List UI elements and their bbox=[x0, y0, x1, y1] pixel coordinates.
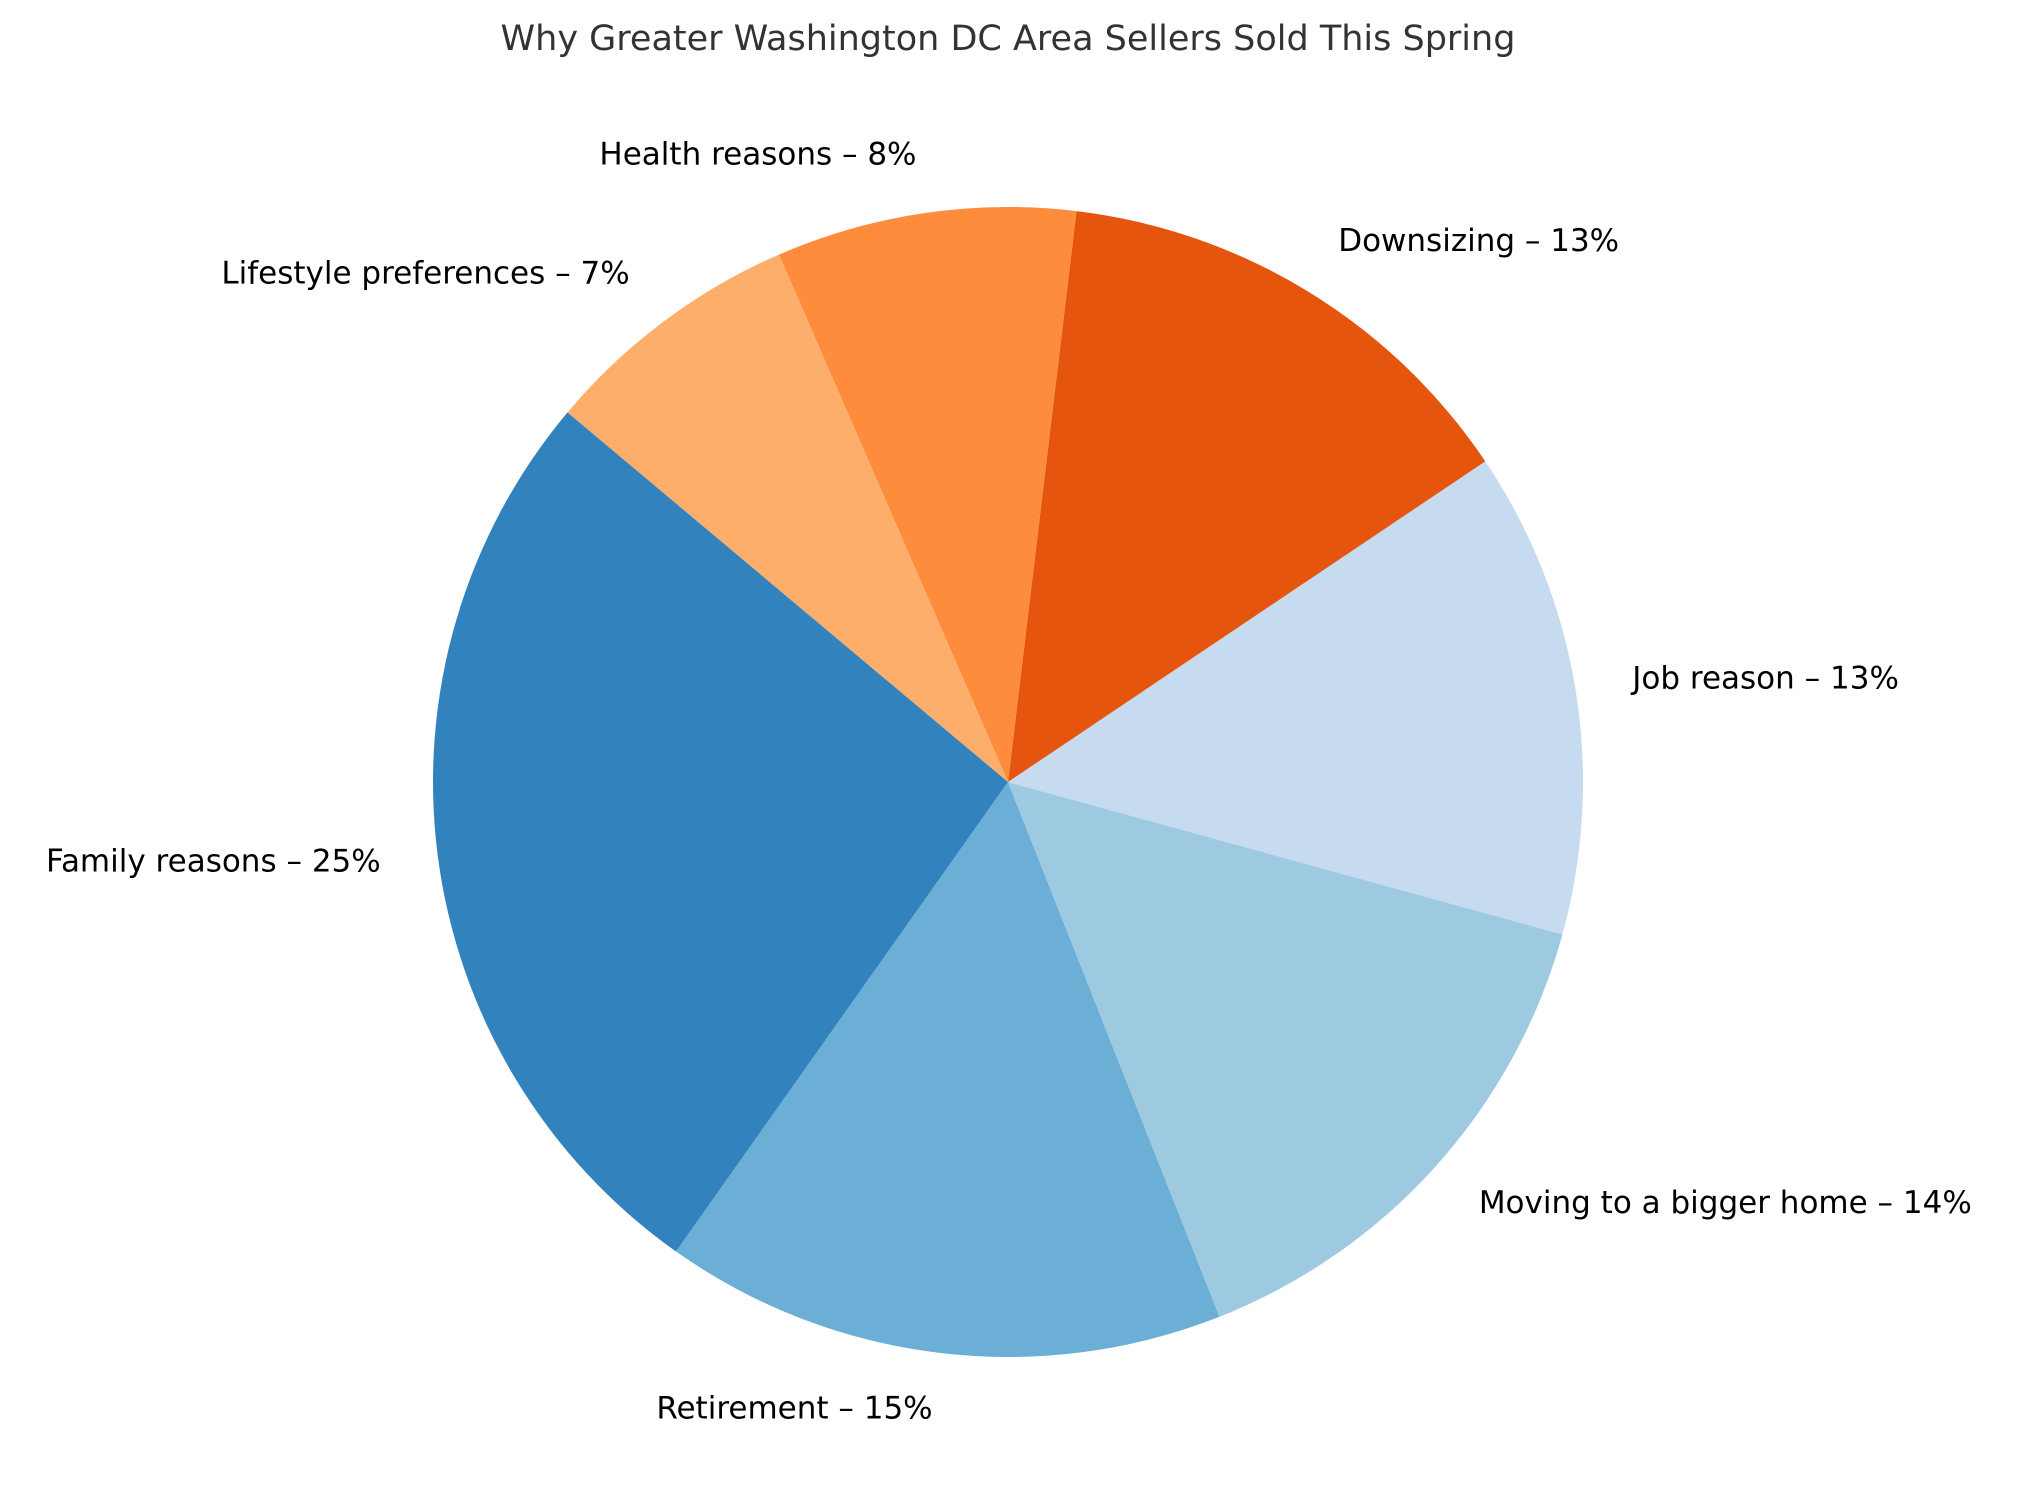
slice-label: Job reason – 13% bbox=[1630, 661, 1899, 697]
slice-label: Moving to a bigger home – 14% bbox=[1479, 1185, 1972, 1221]
pie-slice bbox=[676, 782, 1220, 1358]
pie-slices bbox=[432, 207, 1584, 1358]
pie-labels: Family reasons – 25% Retirement – 15% Movi… bbox=[46, 137, 1972, 1427]
pie-slice bbox=[1008, 211, 1486, 783]
slice-label: Retirement – 15% bbox=[656, 1391, 932, 1427]
slice-label: Family reasons – 25% bbox=[46, 844, 381, 880]
slice-label: Downsizing – 13% bbox=[1338, 223, 1619, 259]
slice-label: Lifestyle preferences – 7% bbox=[221, 256, 629, 292]
pie-slice bbox=[778, 207, 1077, 782]
pie-slice bbox=[1008, 782, 1563, 1317]
pie-slice bbox=[1008, 461, 1584, 935]
slice-label: Health reasons – 8% bbox=[599, 137, 916, 173]
pie-slice bbox=[432, 412, 1008, 1252]
chart-title: Why Greater Washington DC Area Sellers S… bbox=[501, 19, 1516, 59]
pie-slice bbox=[567, 254, 1008, 783]
